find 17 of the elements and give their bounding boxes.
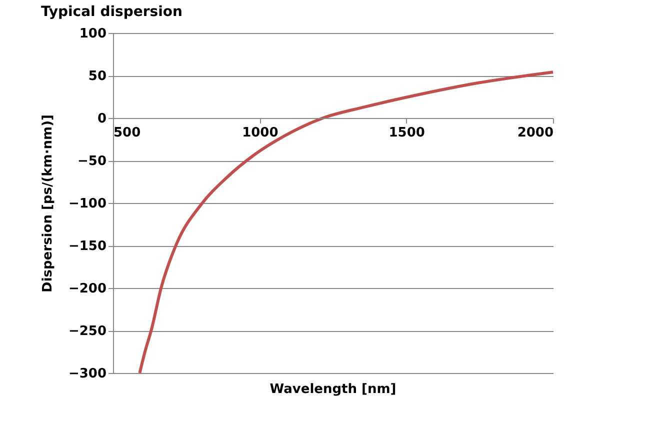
- y-tick-label: −250: [68, 324, 106, 339]
- y-tick-label: 0: [97, 112, 106, 126]
- y-tick-label: −50: [78, 154, 106, 169]
- line-series: [138, 70, 554, 374]
- y-tick-label: −100: [68, 196, 106, 212]
- x-axis-title: Wavelength [nm]: [270, 382, 396, 397]
- x-tick-label: 2000: [517, 126, 554, 140]
- y-tick-label: 100: [79, 26, 106, 42]
- y-tick-label: −300: [68, 366, 106, 382]
- x-tick-label: 1000: [242, 126, 278, 140]
- y-tick-label: −200: [68, 282, 106, 296]
- y-axis-title: Dispersion [ps/(km·nm)]: [40, 114, 56, 292]
- chart-title: Typical dispersion: [40, 4, 183, 20]
- y-tick-label: −150: [68, 239, 106, 254]
- x-tick-label: 1500: [388, 126, 425, 140]
- y-tick-label: 50: [88, 69, 106, 84]
- x-tick-label: 500: [114, 126, 141, 140]
